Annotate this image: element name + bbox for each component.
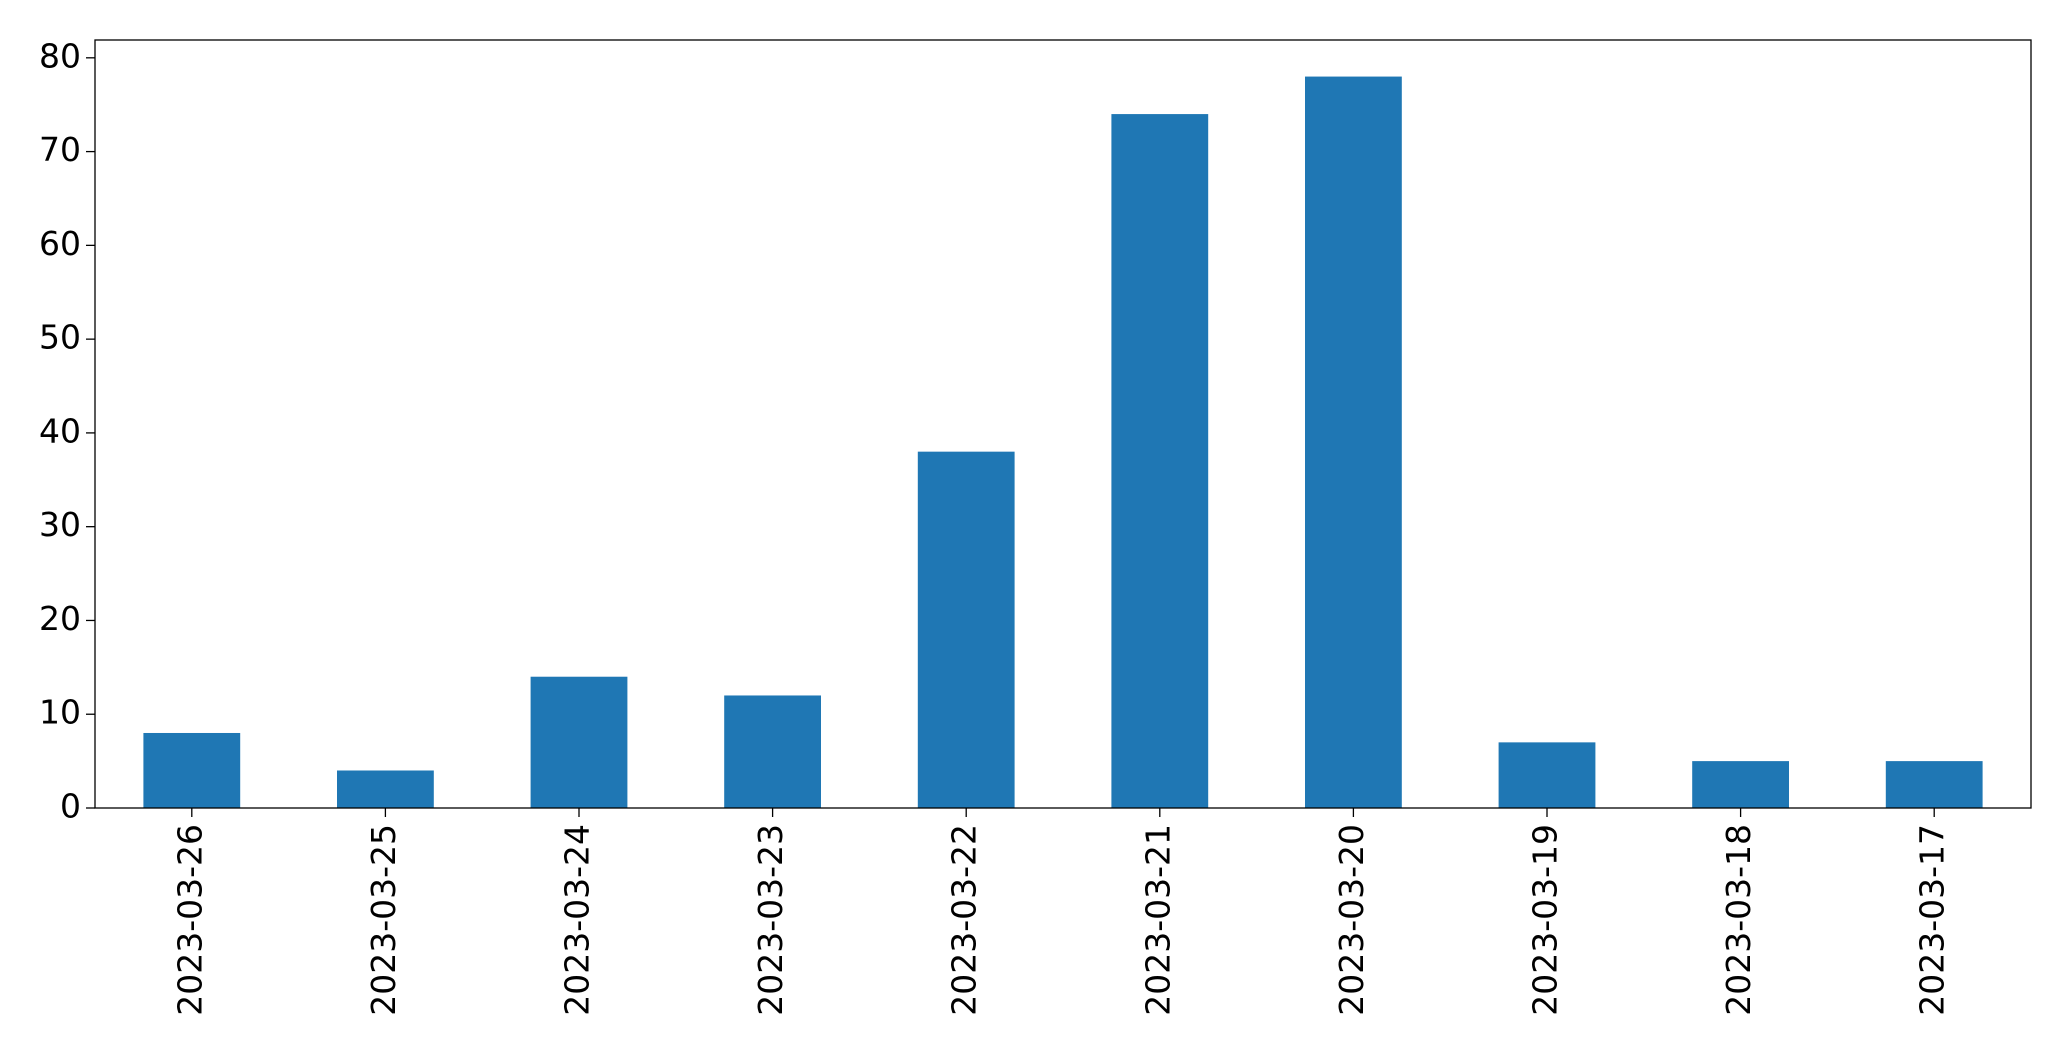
y-tick-label: 50 [39, 318, 81, 357]
y-tick-label: 70 [39, 130, 81, 169]
x-tick-label: 2023-03-17 [1913, 824, 1952, 1016]
x-tick-label: 2023-03-24 [558, 824, 597, 1016]
x-tick-label: 2023-03-18 [1719, 824, 1758, 1016]
bar [530, 676, 628, 808]
y-tick-label: 30 [39, 505, 81, 544]
bar [724, 695, 821, 808]
bar [143, 732, 241, 808]
y-tick-label: 60 [39, 224, 81, 263]
bar [917, 451, 1015, 808]
y-tick-label: 20 [39, 599, 81, 638]
x-tick-label: 2023-03-22 [945, 824, 984, 1016]
x-tick-label: 2023-03-26 [170, 824, 209, 1016]
y-tick-label: 0 [60, 787, 81, 826]
plot-frame [94, 39, 2032, 809]
x-tick-label: 2023-03-20 [1332, 824, 1371, 1016]
bar [1692, 761, 1789, 808]
x-tick-label: 2023-03-21 [1138, 824, 1177, 1016]
bar [1885, 761, 1983, 808]
x-tick-label: 2023-03-19 [1526, 824, 1565, 1016]
x-tick-label: 2023-03-23 [751, 824, 790, 1016]
y-tick-label: 80 [39, 36, 81, 75]
bar [1111, 114, 1209, 809]
y-tick-label: 40 [39, 411, 81, 450]
bar [1498, 742, 1596, 808]
y-tick-label: 10 [39, 693, 81, 732]
x-tick-label: 2023-03-25 [364, 824, 403, 1016]
bar [1305, 76, 1402, 809]
bar [337, 770, 434, 808]
